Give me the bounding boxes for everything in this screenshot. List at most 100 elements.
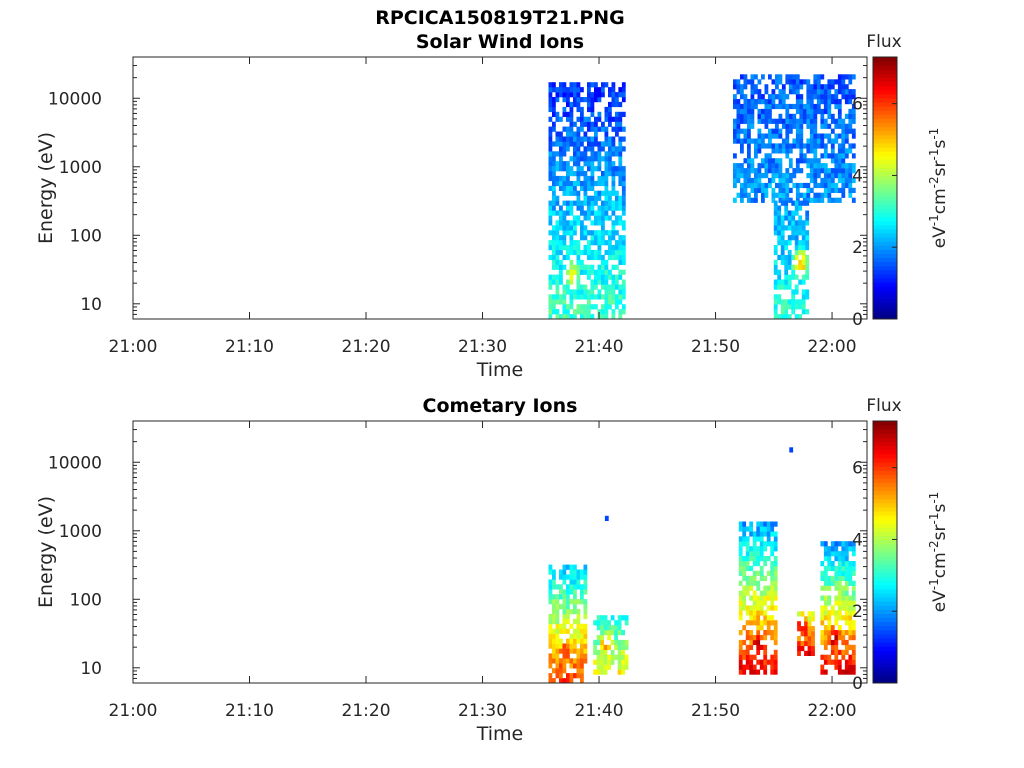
heatmap-cell bbox=[555, 279, 560, 285]
heatmap-cell bbox=[736, 89, 741, 95]
heatmap-cell bbox=[617, 620, 622, 626]
heatmap-cell bbox=[749, 615, 754, 621]
heatmap-cell bbox=[733, 173, 737, 179]
colorbar-segment bbox=[873, 212, 897, 218]
heatmap-cell bbox=[794, 299, 799, 305]
heatmap-cell bbox=[816, 192, 821, 198]
heatmap-cell bbox=[756, 610, 761, 616]
heatmap-cell bbox=[791, 254, 796, 261]
heatmap-cell bbox=[834, 664, 839, 670]
heatmap-cell bbox=[851, 163, 856, 169]
heatmap-cell bbox=[559, 623, 563, 629]
heatmap-cell bbox=[823, 580, 828, 586]
heatmap-cell bbox=[597, 220, 602, 226]
heatmap-cell bbox=[785, 173, 790, 179]
colorbar-segment bbox=[873, 617, 897, 623]
heatmap-cell bbox=[562, 299, 567, 305]
heatmap-cell bbox=[559, 264, 563, 270]
heatmap-cell bbox=[763, 659, 768, 665]
heatmap-cell bbox=[837, 595, 842, 601]
heatmap-cell bbox=[601, 205, 605, 211]
heatmap-cell bbox=[576, 116, 581, 122]
colorbar-segment bbox=[873, 155, 897, 160]
heatmap-cell bbox=[607, 635, 611, 641]
heatmap-cell bbox=[837, 541, 842, 547]
heatmap-cell bbox=[844, 659, 849, 665]
heatmap-cell bbox=[576, 618, 581, 625]
heatmap-cell bbox=[851, 94, 856, 100]
heatmap-cell bbox=[764, 133, 769, 139]
heatmap-cell bbox=[773, 575, 778, 581]
heatmap-cell bbox=[773, 210, 778, 216]
heatmap-cell bbox=[827, 138, 832, 144]
heatmap-cell bbox=[784, 274, 789, 280]
heatmap-cell bbox=[795, 138, 800, 144]
heatmap-cell bbox=[763, 526, 768, 532]
heatmap-cell bbox=[788, 123, 793, 129]
heatmap-cell bbox=[809, 108, 814, 115]
heatmap-cell bbox=[830, 605, 835, 611]
heatmap-cell bbox=[587, 116, 591, 122]
heatmap-cell bbox=[775, 103, 779, 110]
heatmap-cell bbox=[617, 639, 622, 646]
heatmap-cell bbox=[785, 128, 790, 134]
heatmap-cell bbox=[752, 546, 757, 552]
heatmap-cell bbox=[761, 158, 765, 164]
heatmap-cell bbox=[733, 133, 737, 139]
heatmap-cell bbox=[594, 240, 598, 246]
colorbar-segment bbox=[873, 478, 897, 483]
heatmap-cell bbox=[566, 190, 570, 196]
heatmap-cell bbox=[757, 143, 762, 149]
heatmap-cell bbox=[604, 299, 609, 305]
heatmap-cell bbox=[848, 625, 853, 631]
heatmap-cell bbox=[576, 141, 581, 147]
heatmap-cell bbox=[763, 644, 768, 650]
heatmap-cell bbox=[848, 659, 853, 665]
heatmap-cell bbox=[785, 138, 790, 144]
heatmap-cell bbox=[587, 166, 591, 172]
heatmap-cell bbox=[608, 101, 612, 108]
heatmap-cell bbox=[784, 304, 789, 310]
heatmap-cell bbox=[597, 116, 602, 122]
heatmap-cell bbox=[834, 163, 839, 169]
heatmap-cell bbox=[583, 269, 588, 275]
heatmap-cell bbox=[844, 615, 849, 621]
heatmap-cell bbox=[555, 618, 560, 625]
heatmap-cell bbox=[601, 230, 605, 236]
heatmap-cell bbox=[587, 264, 591, 270]
heatmap-cell bbox=[569, 574, 574, 580]
heatmap-cell bbox=[742, 526, 747, 532]
heatmap-cell bbox=[621, 279, 626, 285]
heatmap-cell bbox=[798, 230, 803, 236]
heatmap-cell bbox=[806, 182, 811, 189]
heatmap-cell bbox=[573, 643, 577, 649]
heatmap-cell bbox=[562, 92, 567, 98]
heatmap-cell bbox=[770, 585, 775, 591]
heatmap-cell bbox=[800, 626, 805, 632]
heatmap-cell bbox=[590, 314, 595, 320]
heatmap-cell bbox=[775, 173, 779, 179]
heatmap-cell bbox=[621, 190, 626, 196]
heatmap-cell bbox=[823, 605, 828, 611]
heatmap-cell bbox=[771, 192, 776, 198]
heatmap-cell bbox=[621, 171, 626, 177]
heatmap-cell bbox=[747, 123, 751, 129]
heatmap-cell bbox=[618, 101, 623, 108]
heatmap-cell bbox=[792, 113, 797, 119]
heatmap-cell bbox=[780, 245, 785, 251]
heatmap-cell bbox=[552, 249, 556, 256]
heatmap-cell bbox=[621, 289, 626, 295]
colorbar-segment bbox=[873, 257, 897, 263]
heatmap-cell bbox=[773, 304, 778, 310]
heatmap-cell bbox=[601, 235, 605, 241]
heatmap-cell bbox=[785, 79, 790, 85]
heatmap-cell bbox=[566, 584, 570, 590]
colorbar-segment bbox=[873, 278, 897, 283]
heatmap-cell bbox=[600, 659, 604, 665]
heatmap-cell bbox=[777, 225, 782, 231]
heatmap-cell bbox=[771, 103, 776, 110]
colorbar-segment bbox=[873, 261, 897, 267]
heatmap-cell bbox=[837, 103, 842, 110]
heatmap-cell bbox=[813, 177, 818, 184]
heatmap-cell bbox=[781, 138, 786, 144]
